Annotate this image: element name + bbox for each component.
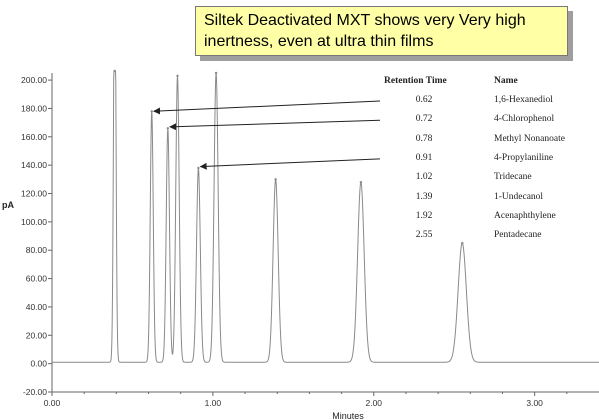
y-tick-label: 60.00 <box>26 274 48 284</box>
y-tick-label: 180.00 <box>21 103 47 113</box>
peak-pointer-arrow <box>169 119 381 131</box>
legend-compound-name: Pentadecane <box>494 230 542 241</box>
callout-line-1: Siltek Deactivated MXT shows very Very h… <box>204 12 526 29</box>
y-tick-label: 40.00 <box>26 302 48 312</box>
y-tick-label: 100.00 <box>21 217 47 227</box>
legend-compound-name: Acenaphthylene <box>494 210 556 221</box>
legend-compound-name: 4-Chlorophenol <box>494 114 555 125</box>
peak-apex-point <box>150 110 153 113</box>
y-axis: -20.00 0.00 20.00 40.00 60.00 80.00 100.00 120.… <box>21 73 53 397</box>
legend-retention-time: 0.91 <box>415 152 433 163</box>
legend-header-name: Name <box>494 76 518 86</box>
x-axis: 0.00 1.00 2.00 3.00 <box>44 391 599 408</box>
peak-apex-point <box>359 180 363 184</box>
peak-apex-point <box>274 178 277 181</box>
legend-retention-time: 1.02 <box>415 172 433 183</box>
legend-compound-name: 4-Propylaniline <box>494 152 554 163</box>
x-tick-label: 2.00 <box>365 398 382 408</box>
legend-compound-name: 1-Undecanol <box>494 191 544 202</box>
y-axis-label: pA <box>2 200 14 210</box>
legend-retention-time: 0.78 <box>415 133 433 144</box>
x-axis-label: Minutes <box>332 411 364 420</box>
peak-apex-point <box>461 241 464 245</box>
chromatogram-trace <box>52 70 599 363</box>
legend-retention-time: 0.72 <box>415 114 433 125</box>
legend-retention-time: 1.39 <box>415 191 433 202</box>
y-tick-label: 200.00 <box>21 75 47 85</box>
y-tick-label: 80.00 <box>26 245 48 255</box>
y-tick-label: 160.00 <box>21 132 47 142</box>
legend-header-retention-time: Retention Time <box>384 76 447 86</box>
chromatogram-trace-group <box>52 69 599 363</box>
peak-apex-point <box>214 71 218 75</box>
callout-box: Siltek Deactivated MXT shows very Very h… <box>195 6 568 56</box>
peak-pointer-arrow <box>199 158 381 170</box>
peak-arrow-group <box>153 100 381 170</box>
callout-line-2: inertness, even at ultra thin films <box>204 33 434 50</box>
peak-pointer-arrow <box>153 100 381 115</box>
peak-apex-point <box>113 69 116 73</box>
y-tick-label: 140.00 <box>21 160 47 170</box>
legend-retention-time: 2.55 <box>415 230 433 241</box>
y-tick-label: -20.00 <box>23 387 47 397</box>
peak-apex-point <box>166 127 170 130</box>
y-tick-label: 0.00 <box>30 359 47 369</box>
x-tick-label: 1.00 <box>205 398 222 408</box>
legend-retention-time: 0.62 <box>415 95 433 105</box>
legend-retention-time: 1.92 <box>415 210 433 221</box>
legend-compound-name: Methyl Nonanoate <box>494 133 565 144</box>
y-tick-label: 20.00 <box>26 330 48 340</box>
x-tick-label: 3.00 <box>526 398 543 408</box>
legend-compound-name: Tridecane <box>494 172 532 183</box>
peak-apex-point <box>197 166 200 170</box>
x-tick-label: 0.00 <box>44 398 61 408</box>
peak-apex-point <box>176 74 179 78</box>
y-tick-label: 120.00 <box>21 189 47 199</box>
legend-compound-name: 1,6-Hexanediol <box>494 95 553 105</box>
